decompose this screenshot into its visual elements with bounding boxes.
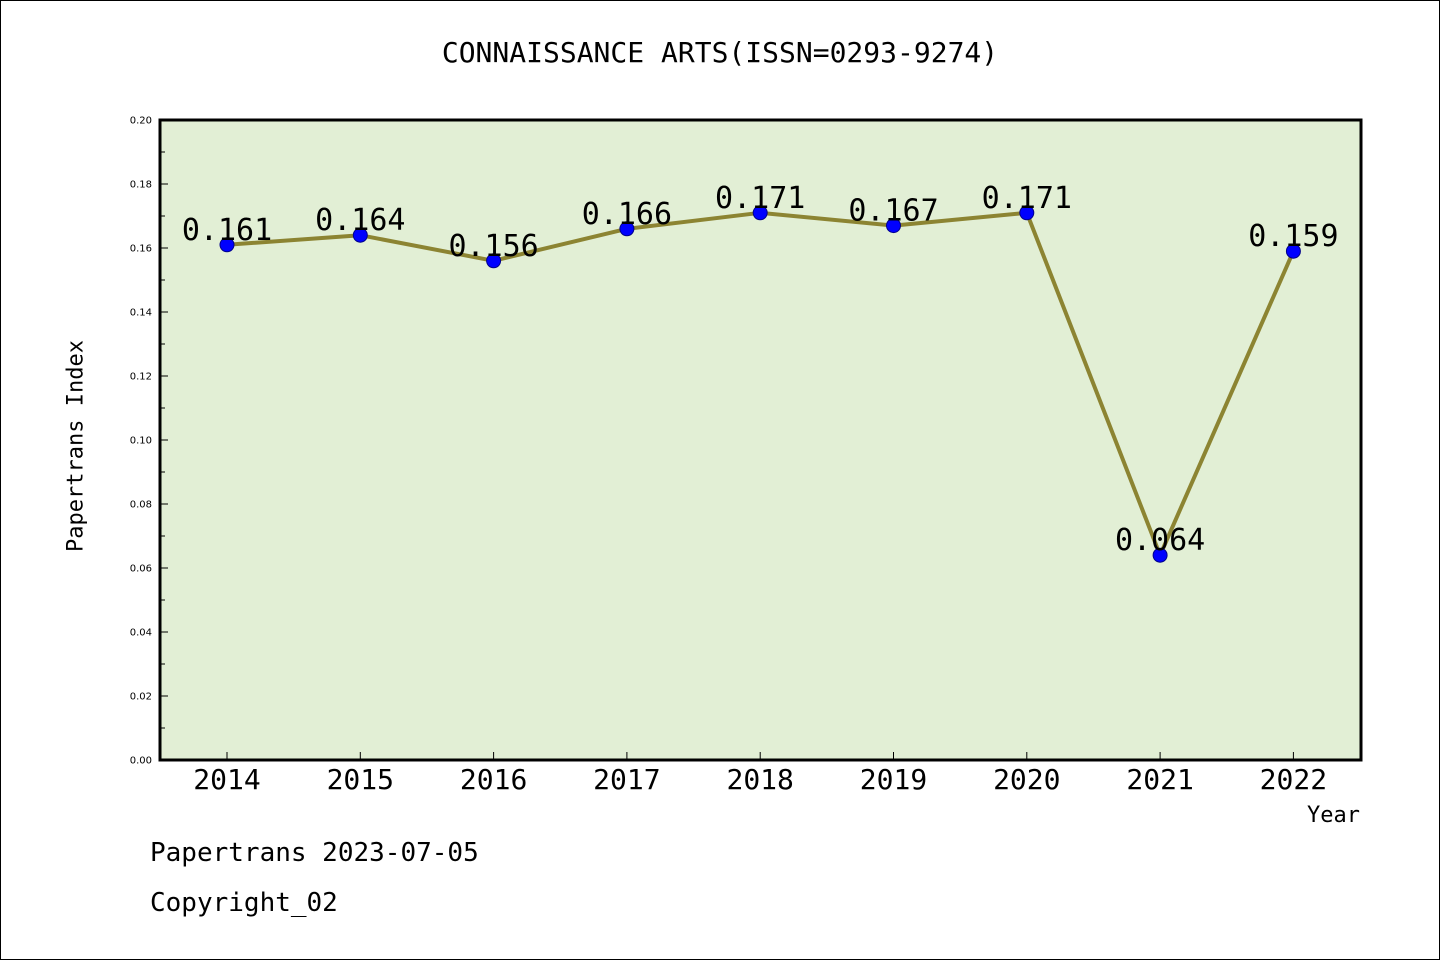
y-tick-label: 0.08: [130, 500, 152, 511]
y-axis-label: Papertrans Index: [63, 340, 89, 552]
data-point: [1019, 205, 1035, 221]
plot-border: [158, 118, 1363, 762]
data-label: 0.167: [848, 194, 938, 229]
data-point: [219, 237, 235, 253]
x-tick-label: 2015: [327, 763, 394, 796]
data-label: 0.064: [1115, 523, 1205, 558]
x-tick-label: 2016: [460, 763, 527, 796]
y-tick-label: 0.20: [130, 116, 152, 127]
data-point: [352, 227, 368, 243]
x-tick-label: 2021: [1126, 763, 1193, 796]
data-label: 0.171: [982, 181, 1072, 216]
data-label: 0.161: [182, 213, 272, 248]
y-tick-label: 0.00: [130, 756, 152, 767]
footer-copyright: Copyright_02: [150, 888, 338, 918]
data-point: [886, 218, 901, 234]
y-tick-label: 0.14: [130, 308, 152, 319]
x-axis-label: Year: [1307, 803, 1360, 828]
data-label: 0.166: [582, 197, 672, 232]
data-point: [486, 253, 502, 269]
x-tick-label: 2020: [993, 763, 1060, 796]
y-tick-label: 0.12: [130, 372, 152, 383]
x-tick-label: 2022: [1260, 763, 1327, 796]
chart-title: CONNAISSANCE ARTS(ISSN=0293-9274): [441, 36, 999, 69]
y-tick-label: 0.06: [130, 564, 152, 575]
y-tick-label: 0.16: [130, 244, 152, 255]
plot-area: [160, 120, 1361, 760]
x-tick-label: 2019: [860, 763, 927, 796]
y-tick-label: 0.10: [130, 436, 152, 447]
data-point: [1152, 547, 1168, 563]
y-tick-label: 0.04: [130, 628, 152, 639]
x-tick-label: 2018: [726, 763, 793, 796]
data-label: 0.159: [1248, 219, 1338, 254]
data-label: 0.171: [715, 181, 805, 216]
y-tick-label: 0.02: [130, 692, 152, 703]
data-point: [1285, 243, 1301, 259]
data-label: 0.156: [448, 229, 538, 264]
data-label: 0.164: [315, 203, 405, 238]
data-point: [619, 221, 635, 237]
x-tick-label: 2017: [593, 763, 660, 796]
x-tick-label: 2014: [193, 763, 260, 796]
footer-date: Papertrans 2023-07-05: [150, 838, 479, 868]
y-tick-label: 0.18: [130, 180, 152, 191]
data-point: [752, 205, 768, 221]
